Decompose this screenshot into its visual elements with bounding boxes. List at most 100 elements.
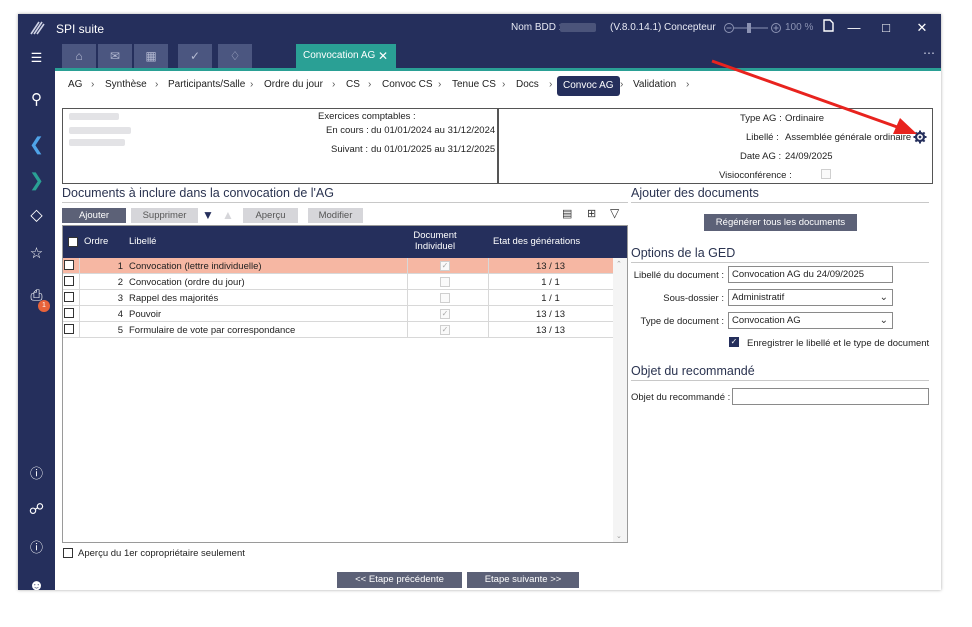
move-up-icon[interactable]: ▲ — [222, 208, 234, 222]
bell-icon[interactable]: ♢ — [218, 44, 252, 68]
preview-button[interactable]: Aperçu — [243, 208, 298, 223]
bc-participants[interactable]: Participants/Salle — [168, 79, 246, 90]
tab-bar: ⌂ ✉ ▦ ✓ ♢ Convocation AG ✕ ⋯ — [55, 42, 941, 68]
search-icon[interactable]: ⚲ — [31, 91, 42, 108]
redacted-text — [69, 127, 131, 134]
gear-icon[interactable] — [913, 130, 927, 144]
ged-libelle-input[interactable]: Convocation AG du 24/09/2025 — [728, 266, 893, 283]
tab-close-icon[interactable]: ✕ — [377, 49, 388, 63]
table-row[interactable]: 3 Rappel des majorités 1 / 1 — [63, 290, 613, 306]
zoom-slider[interactable]: 100 % — [723, 21, 815, 35]
col-ordre[interactable]: Ordre — [84, 236, 109, 247]
bc-tenue-cs[interactable]: Tenue CS — [452, 79, 496, 90]
row-individuel-checkbox: ✓ — [440, 325, 450, 335]
bc-validation[interactable]: Validation — [633, 79, 677, 90]
row-ordre: 3 — [117, 293, 123, 304]
move-down-icon[interactable]: ▼ — [202, 208, 214, 222]
db-name-redacted — [560, 23, 596, 32]
tab-convocation-ag[interactable]: Convocation AG ✕ — [296, 44, 396, 68]
user-icon[interactable]: ☻ — [28, 577, 45, 590]
visio-checkbox[interactable] — [821, 169, 831, 179]
calendar-icon[interactable]: ▦ — [134, 44, 168, 68]
scroll-up-icon[interactable]: ⌃ — [616, 261, 622, 268]
help-icon[interactable]: ⓘ — [29, 466, 43, 481]
headset-icon[interactable]: ☍ — [28, 501, 45, 518]
row-etat: 1 / 1 — [541, 277, 560, 288]
info-icon[interactable]: ⓘ — [29, 540, 43, 555]
row-individuel-checkbox — [440, 277, 450, 287]
bc-ordre-du-jour[interactable]: Ordre du jour — [264, 79, 323, 90]
documents-table: Ordre Libellé Document Individuel Etat d… — [62, 225, 628, 543]
add-document-button[interactable]: Ajouter — [62, 208, 126, 223]
notification-badge: 1 — [38, 300, 50, 312]
table-row[interactable]: 5 Formulaire de vote par correspondance … — [63, 322, 613, 338]
row-libelle: Convocation (ordre du jour) — [129, 277, 245, 288]
minimize-button[interactable]: — — [847, 20, 861, 35]
diamond-icon[interactable]: ◇ — [30, 207, 43, 224]
mail-icon[interactable]: ✉ — [98, 44, 132, 68]
chevron-right-icon: › — [549, 79, 553, 90]
excel-export-icon[interactable]: ▤ — [562, 208, 573, 220]
table-row[interactable]: 1 Convocation (lettre individuelle) ✓ 13… — [63, 258, 613, 274]
close-button[interactable]: ✕ — [916, 20, 928, 35]
col-individuel[interactable]: Document Individuel — [413, 230, 457, 252]
next-step-button[interactable]: Etape suivante >> — [467, 572, 579, 588]
select-all-checkbox[interactable] — [68, 237, 78, 247]
row-ordre: 4 — [117, 309, 123, 320]
row-ordre: 5 — [117, 325, 123, 336]
bc-cs[interactable]: CS — [346, 79, 360, 90]
back-arrow-icon[interactable]: ❮ — [28, 134, 45, 154]
document-icon[interactable] — [818, 19, 838, 37]
row-checkbox[interactable] — [64, 276, 74, 286]
row-libelle: Rappel des majorités — [129, 293, 219, 304]
save-libelle-checkbox[interactable]: ✓ — [729, 337, 739, 347]
subfolder-select[interactable]: Administratif ⌄ — [728, 289, 893, 306]
add-column-icon[interactable]: ⊞ — [587, 208, 597, 220]
scroll-down-icon[interactable]: ⌄ — [616, 533, 622, 540]
table-header: Ordre Libellé Document Individuel Etat d… — [63, 226, 627, 258]
bc-convoc-cs[interactable]: Convoc CS — [382, 79, 433, 90]
more-options-icon[interactable]: ⋯ — [923, 46, 935, 60]
table-row[interactable]: 4 Pouvoir ✓ 13 / 13 — [63, 306, 613, 322]
row-checkbox[interactable] — [64, 324, 74, 334]
check-icon[interactable]: ✓ — [178, 44, 212, 68]
modify-button[interactable]: Modifier — [308, 208, 363, 223]
documents-title: Documents à inclure dans la convocation … — [62, 186, 334, 200]
filter-icon[interactable]: ▽ — [610, 206, 620, 220]
version-label: (V.8.0.14.1) — [610, 22, 662, 33]
row-checkbox[interactable] — [64, 260, 74, 270]
recommande-input[interactable] — [732, 388, 929, 405]
maximize-button[interactable]: □ — [882, 20, 890, 35]
table-scrollbar[interactable]: ⌃ ⌄ — [613, 258, 627, 542]
menu-icon[interactable]: ☰ — [30, 50, 43, 65]
bc-ag[interactable]: AG — [68, 79, 83, 90]
table-row[interactable]: 2 Convocation (ordre du jour) 1 / 1 — [63, 274, 613, 290]
tab-label: Convocation AG — [303, 50, 376, 61]
forward-arrow-icon[interactable]: ❯ — [28, 170, 45, 190]
section-divider — [62, 202, 628, 203]
ag-date-value: 24/09/2025 — [785, 151, 833, 162]
chevron-right-icon: › — [620, 79, 624, 90]
doctype-select[interactable]: Convocation AG ⌄ — [728, 312, 893, 329]
bc-docs[interactable]: Docs — [516, 79, 539, 90]
recommande-title: Objet du recommandé — [631, 364, 755, 378]
regenerate-button[interactable]: Régénérer tous les documents — [704, 214, 857, 231]
printer-icon[interactable]: ⎙ — [30, 287, 43, 304]
row-libelle: Pouvoir — [129, 309, 162, 320]
delete-document-button[interactable]: Supprimer — [131, 208, 198, 223]
exercice-current-label: En cours : — [326, 125, 369, 136]
bc-convoc-ag[interactable]: Convoc AG — [557, 76, 620, 96]
chevron-down-icon: ⌄ — [879, 315, 888, 326]
col-libelle[interactable]: Libellé — [129, 236, 157, 247]
col-etat[interactable]: Etat des générations — [493, 236, 581, 247]
save-libelle-label: Enregistrer le libellé et le type de doc… — [747, 338, 930, 349]
row-checkbox[interactable] — [64, 292, 74, 302]
bc-synthese[interactable]: Synthèse — [105, 79, 147, 90]
row-checkbox[interactable] — [64, 308, 74, 318]
star-icon[interactable]: ☆ — [29, 245, 44, 262]
preview-first-checkbox[interactable] — [63, 548, 73, 558]
row-individuel-checkbox — [440, 293, 450, 303]
db-label: Nom BDD : — [511, 22, 562, 33]
home-icon[interactable]: ⌂ — [62, 44, 96, 68]
prev-step-button[interactable]: << Etape précédente — [337, 572, 462, 588]
